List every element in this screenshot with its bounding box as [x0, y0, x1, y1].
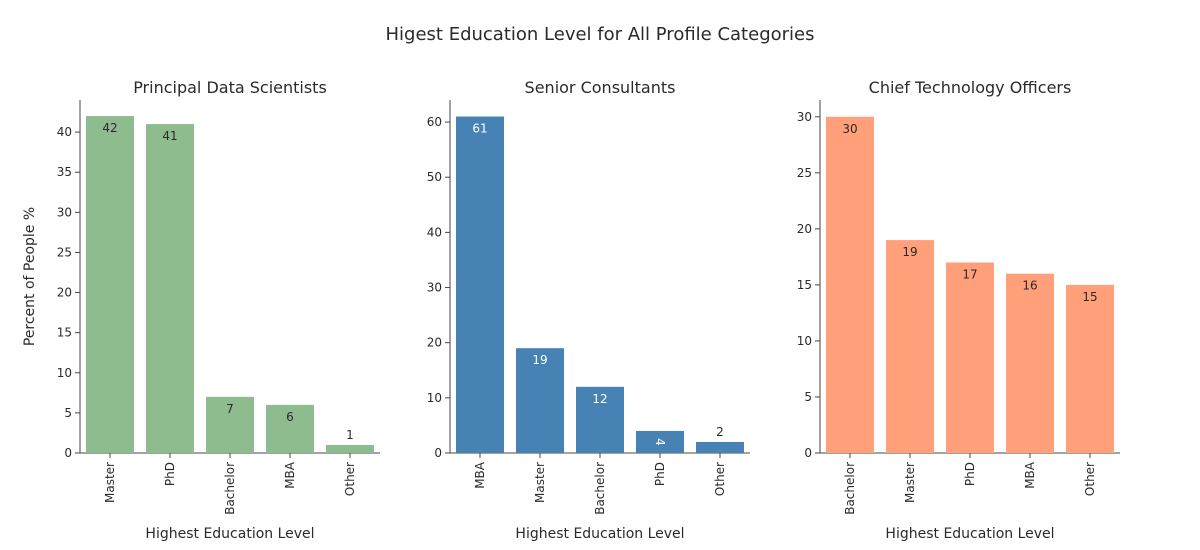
bar — [516, 348, 564, 453]
data-label: 30 — [842, 122, 857, 136]
bar — [1066, 284, 1114, 453]
bar — [636, 430, 684, 453]
y-tick-label: 5 — [64, 406, 72, 420]
subplot-2: Senior Consultants 0 10 20 30 40 50 60 61 MBA 19 Ma… — [427, 78, 750, 542]
data-label: 4 — [653, 438, 667, 446]
subplot-title: Chief Technology Officers — [869, 78, 1072, 97]
subplot-title: Principal Data Scientists — [133, 78, 327, 97]
x-tick-label: Other — [713, 462, 727, 496]
y-tick-label: 25 — [57, 245, 72, 259]
y-tick-label: 20 — [427, 336, 442, 350]
bar — [826, 116, 874, 454]
data-label: 17 — [962, 267, 977, 281]
x-tick-label: Bachelor — [593, 462, 607, 515]
x-tick-label: PhD — [963, 462, 977, 486]
y-tick-label: 10 — [427, 391, 442, 405]
data-label: 6 — [286, 410, 294, 424]
x-tick-label: Other — [1083, 462, 1097, 496]
y-tick-label: 10 — [57, 366, 72, 380]
bar — [456, 116, 504, 453]
bar — [886, 240, 934, 453]
x-tick-label: Master — [903, 462, 917, 503]
y-tick-label: 0 — [804, 446, 812, 460]
x-tick-label: MBA — [283, 461, 297, 489]
y-tick-label: 25 — [797, 166, 812, 180]
data-label: 1 — [346, 428, 354, 442]
data-label: 61 — [472, 122, 487, 136]
data-label: 16 — [1022, 279, 1037, 293]
data-label: 19 — [532, 353, 547, 367]
y-tick-label: 20 — [797, 222, 812, 236]
y-tick-label: 30 — [427, 281, 442, 295]
x-tick-label: MBA — [473, 461, 487, 489]
y-tick-label: 40 — [427, 225, 442, 239]
subplot-1: Principal Data Scientists 0 5 10 15 20 25 30 35 4… — [22, 78, 380, 542]
y-tick-label: 0 — [434, 446, 442, 460]
bar — [146, 124, 194, 454]
bar — [206, 396, 254, 453]
bar — [266, 404, 314, 453]
x-axis-title: Highest Education Level — [885, 526, 1054, 542]
data-label: 7 — [226, 402, 234, 416]
data-label: 12 — [592, 392, 607, 406]
x-axis-title: Highest Education Level — [515, 526, 684, 542]
y-tick-label: 40 — [57, 125, 72, 139]
x-tick-label: Bachelor — [843, 462, 857, 515]
data-label: 2 — [716, 425, 724, 439]
y-tick-label: 0 — [64, 446, 72, 460]
x-tick-label: Master — [533, 462, 547, 503]
x-tick-label: Master — [103, 462, 117, 503]
bar — [696, 441, 744, 453]
y-tick-label: 15 — [797, 278, 812, 292]
y-tick-label: 5 — [804, 390, 812, 404]
y-tick-label: 30 — [797, 110, 812, 124]
bar — [576, 386, 624, 453]
bar — [86, 116, 134, 453]
x-tick-label: Other — [343, 462, 357, 496]
x-tick-label: Bachelor — [223, 462, 237, 515]
subplot-3: Chief Technology Officers 0 5 10 15 20 25 30 30 B… — [797, 78, 1120, 542]
y-tick-label: 10 — [797, 334, 812, 348]
y-tick-label: 20 — [57, 286, 72, 300]
data-label: 42 — [102, 121, 117, 135]
x-tick-label: MBA — [1023, 461, 1037, 489]
y-axis-title: Percent of People % — [22, 207, 38, 346]
data-label: 15 — [1082, 290, 1097, 304]
data-label: 41 — [162, 129, 177, 143]
y-tick-label: 30 — [57, 205, 72, 219]
y-tick-label: 15 — [57, 326, 72, 340]
data-label: 19 — [902, 245, 917, 259]
x-tick-label: PhD — [163, 462, 177, 486]
subplot-title: Senior Consultants — [525, 78, 676, 97]
x-axis-title: Highest Education Level — [145, 526, 314, 542]
chart-title: Higest Education Level for All Profile C… — [386, 24, 815, 45]
bar — [326, 444, 374, 453]
y-tick-label: 50 — [427, 170, 442, 184]
x-tick-label: PhD — [653, 462, 667, 486]
bar — [1006, 273, 1054, 453]
y-tick-label: 35 — [57, 165, 72, 179]
bar — [946, 262, 994, 453]
y-tick-label: 60 — [427, 115, 442, 129]
